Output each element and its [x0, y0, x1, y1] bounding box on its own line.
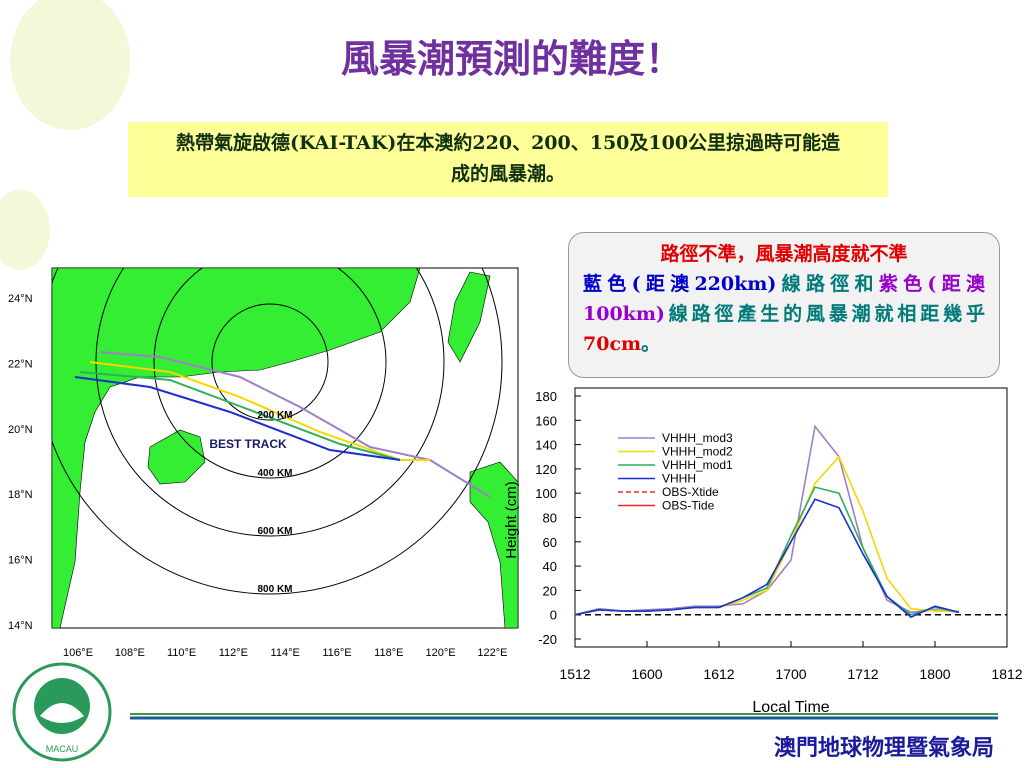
legend-label: OBS-Xtide: [662, 485, 719, 499]
y-tick-label: 120: [535, 462, 557, 477]
slide-title: 風暴潮預測的難度！: [340, 36, 683, 81]
y-tick-label: 40: [543, 559, 557, 574]
x-tick-label: 1800: [919, 666, 950, 682]
note-text: 藍色(距澳220km): [583, 273, 777, 295]
lon-label: 118°E: [374, 647, 403, 659]
y-tick-label: 80: [543, 511, 557, 526]
y-tick-label: 180: [535, 389, 557, 404]
y-tick-label: 140: [535, 438, 557, 453]
lon-label: 114°E: [271, 647, 300, 659]
land: [447, 271, 491, 363]
note-text: 70cm: [583, 333, 642, 355]
lon-label: 120°E: [426, 647, 456, 659]
note-text: 。: [641, 333, 661, 355]
lat-label: 14°N: [8, 620, 33, 632]
note-box: 路徑不準，風暴潮高度就不準藍色(距澳220km)線路徑和紫色(距澳100km)線…: [568, 232, 1000, 378]
range-label: 600 KM: [257, 526, 292, 537]
y-tick-label: 160: [535, 413, 557, 428]
track-label: BEST TRACK: [209, 437, 287, 451]
org-name: 澳門地球物理暨氣象局: [773, 735, 994, 761]
y-tick-label: 20: [543, 583, 557, 598]
range-label: 200 KM: [257, 410, 292, 421]
track: [89, 361, 430, 461]
series-line: [574, 455, 959, 616]
note-text: 紫色(距澳100km): [583, 273, 985, 325]
x-tick-label: 1712: [847, 666, 878, 682]
y-tick-label: 60: [543, 535, 557, 550]
y-tick-label: 100: [535, 486, 557, 501]
note-text: 路徑不準，風暴潮高度就不準: [660, 243, 908, 265]
lat-label: 18°N: [8, 489, 33, 501]
range-label: 800 KM: [257, 584, 292, 595]
lat-label: 24°N: [8, 293, 33, 305]
lat-label: 20°N: [8, 424, 33, 436]
track: [79, 371, 401, 461]
lat-label: 22°N: [8, 358, 33, 370]
note-text: 線路徑和: [776, 273, 879, 295]
track: [74, 376, 401, 461]
x-axis-title: Local Time: [752, 699, 829, 716]
lon-label: 106°E: [63, 647, 93, 659]
land: [147, 429, 206, 485]
lon-label: 116°E: [322, 647, 351, 659]
legend-label: VHHH: [662, 472, 696, 486]
land: [469, 461, 518, 628]
lon-label: 110°E: [167, 647, 196, 659]
legend-label: VHHH_mod3: [662, 431, 733, 445]
logo-text: MACAU: [46, 744, 79, 754]
range-ring: [211, 303, 329, 421]
y-tick-label: -20: [538, 632, 557, 647]
x-tick-label: 1512: [559, 666, 590, 682]
logo: [40, 703, 84, 723]
legend-label: VHHH_mod1: [662, 458, 733, 472]
range-label: 400 KM: [257, 468, 292, 479]
y-tick-label: 0: [550, 608, 557, 623]
lon-label: 108°E: [115, 647, 145, 659]
lat-label: 16°N: [8, 555, 33, 567]
track-map: 200 KM 400 KM 600 KM 800 KM BEST TRACK 2…: [8, 267, 519, 659]
lon-label: 122°E: [477, 647, 507, 659]
range-ring: [153, 268, 387, 479]
intro-box: 熱帶氣旋啟德(KAI-TAK)在本澳約220、200、150及100公里掠過時可…: [128, 122, 888, 197]
legend-label: VHHH_mod2: [662, 445, 733, 459]
x-tick-label: 1600: [631, 666, 662, 682]
y-axis-title: Height (cm): [503, 481, 520, 559]
balloon: [0, 190, 50, 270]
range-ring: [52, 268, 503, 595]
chart: Height (cm) Local Time -20 0 20 40 60 80 100 12…: [503, 387, 1023, 716]
land: [52, 268, 421, 628]
x-tick-label: 1812: [991, 666, 1022, 682]
series-line: [574, 498, 960, 619]
lon-label: 112°E: [219, 647, 248, 659]
x-tick-label: 1612: [703, 666, 734, 682]
x-tick-label: 1700: [775, 666, 806, 682]
balloon: [10, 0, 130, 130]
note-text: 線路徑產生的風暴潮就相距幾乎: [664, 303, 985, 325]
legend-label: OBS-Tide: [662, 499, 715, 513]
